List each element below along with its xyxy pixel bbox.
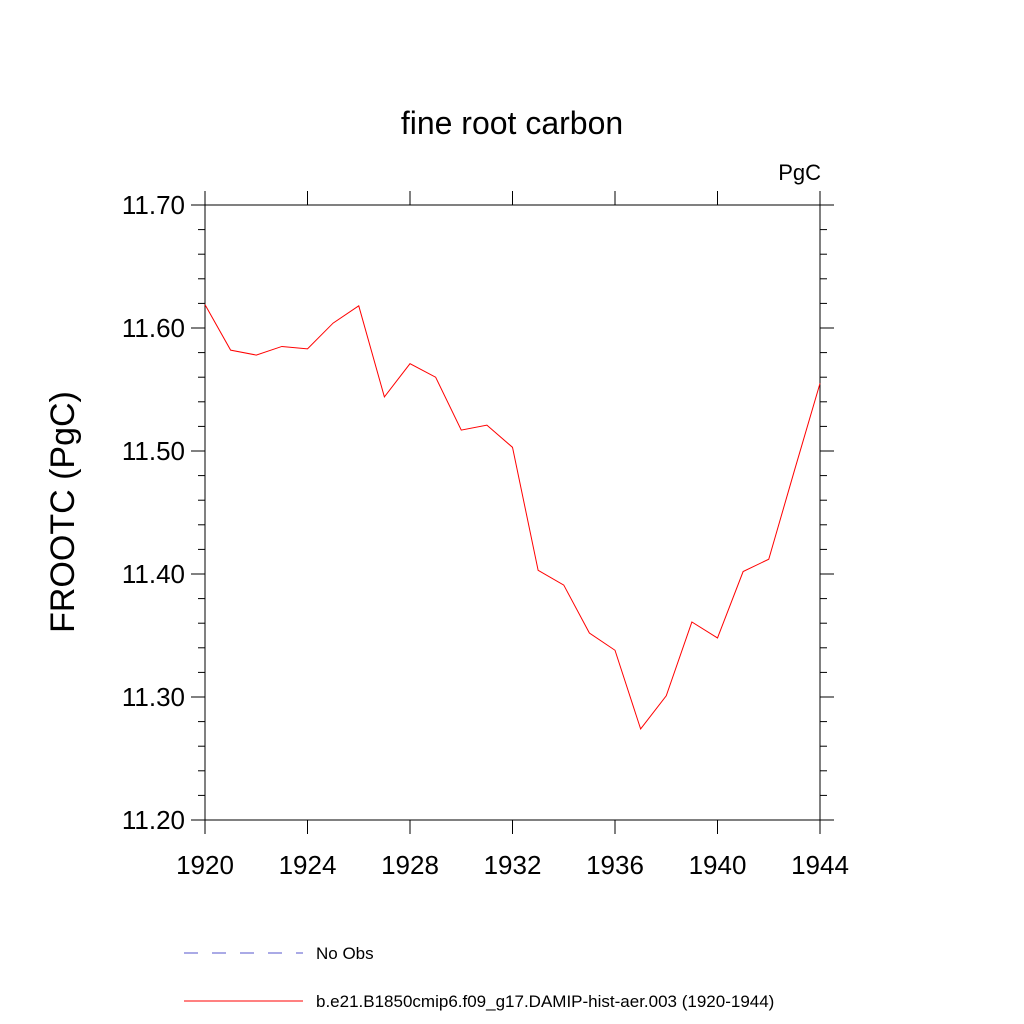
x-tick-label: 1928 (381, 850, 439, 880)
plot-area (204, 304, 821, 731)
x-tick-label: 1920 (176, 850, 234, 880)
x-tick-label: 1944 (791, 850, 849, 880)
chart-title: fine root carbon (401, 105, 623, 141)
x-tick-label: 1932 (484, 850, 542, 880)
y-axis-label: FROOTC (PgC) (44, 391, 82, 633)
y-tick-label: 11.30 (122, 682, 185, 712)
y-tick-label: 11.70 (122, 190, 185, 220)
legend: No Obs b.e21.B1850cmip6.f09_g17.DAMIP-his… (184, 944, 774, 1011)
legend-label: b.e21.B1850cmip6.f09_g17.DAMIP-hist-aer.… (316, 992, 774, 1011)
x-tick-label: 1924 (279, 850, 337, 880)
x-tick-label: 1940 (689, 850, 747, 880)
axes: 11.20 11.30 11.40 11.50 11.60 11.70 1920 1924 19… (122, 190, 849, 880)
y-tick-label: 11.40 (122, 559, 185, 589)
units-label: PgC (778, 160, 821, 185)
legend-label: No Obs (316, 944, 374, 963)
y-tick-label: 11.60 (122, 313, 185, 343)
x-tick-label: 1936 (586, 850, 644, 880)
series-line (204, 304, 821, 731)
plot-frame (204, 204, 821, 821)
y-tick-label: 11.50 (122, 436, 185, 466)
y-tick-label: 11.20 (122, 805, 185, 835)
